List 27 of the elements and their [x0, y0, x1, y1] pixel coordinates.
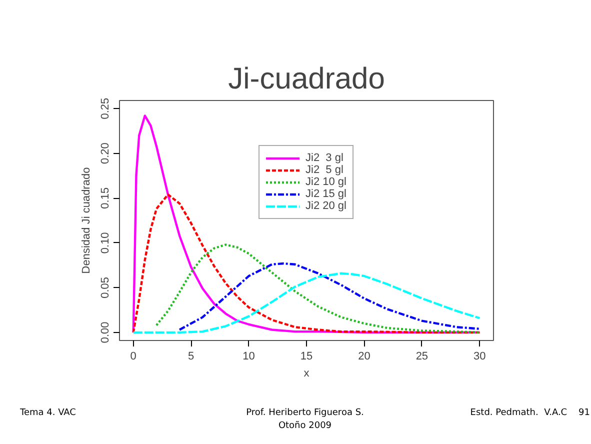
line-series [132, 272, 481, 334]
y-tick-label: 0.10 [100, 232, 112, 254]
legend-label: Ji2 3 gl [306, 152, 344, 164]
x-tick-label: 5 [188, 350, 194, 362]
y-axis-title: Densidad Ji cuadrado [80, 167, 92, 274]
line-series [178, 262, 481, 331]
line-series [155, 244, 481, 334]
text: Tema 4. VAC [20, 407, 76, 420]
legend-label: Ji2 15 gl [306, 188, 346, 200]
text: Estd. Pedmath. V.A.C 91 [470, 407, 590, 420]
x-axis-title: x [304, 368, 310, 380]
text: Prof. Heriberto Figueroa S. Otoño 2009 [246, 407, 364, 433]
y-tick-label: 0.20 [100, 142, 112, 164]
legend-label: Ji2 10 gl [306, 176, 346, 188]
x-tick-label: 20 [358, 350, 370, 362]
x-tick-label: 0 [130, 350, 136, 362]
legend-label: Ji2 5 gl [306, 164, 344, 176]
chart-title: Ji-cuadrado [228, 62, 385, 96]
x-tick-label: 30 [474, 350, 486, 362]
y-tick-label: 0.15 [100, 187, 112, 209]
y-tick-label: 0.05 [100, 276, 112, 298]
x-tick-label: 15 [300, 350, 313, 362]
x-tick-label: 25 [416, 350, 428, 362]
legend-label: Ji2 20 gl [306, 200, 346, 212]
x-tick-label: 10 [242, 350, 255, 362]
y-tick-label: 0.25 [100, 98, 112, 120]
y-tick-label: 0.00 [100, 322, 112, 344]
